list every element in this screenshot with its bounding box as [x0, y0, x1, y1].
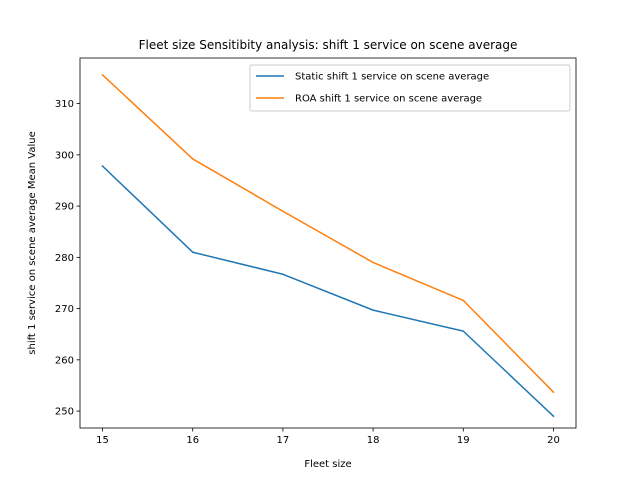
x-tick-label: 17 [277, 435, 290, 446]
x-tick-label: 16 [186, 435, 199, 446]
legend: Static shift 1 service on scene average R… [249, 64, 571, 112]
x-axis: 15 16 17 18 19 20 [96, 428, 560, 446]
x-tick-label: 15 [96, 435, 109, 446]
legend-label-2: ROA shift 1 service on scene average [295, 94, 482, 105]
x-tick-label: 20 [547, 435, 560, 446]
y-tick-label: 290 [55, 202, 74, 213]
data-point [462, 330, 465, 332]
series-line-1 [101, 165, 555, 418]
data-point [101, 165, 104, 167]
chart-title: Fleet size Sensitibity analysis: shift 1… [139, 38, 518, 52]
x-tick-label: 19 [457, 435, 470, 446]
data-point [191, 251, 194, 253]
y-tick-label: 280 [55, 253, 74, 264]
x-tick-label: 18 [367, 435, 380, 446]
plot-area [79, 57, 577, 429]
data-point [191, 158, 194, 160]
x-axis-label: Fleet size [304, 459, 351, 470]
y-axis-label: shift 1 service on scene average Mean Va… [27, 131, 38, 354]
data-point [372, 261, 374, 264]
y-tick-label: 250 [55, 407, 74, 418]
legend-label-1: Static shift 1 service on scene average [295, 72, 489, 83]
y-tick-label: 260 [55, 355, 74, 366]
y-tick-label: 300 [55, 150, 74, 161]
legend-box [249, 64, 571, 112]
y-tick-label: 270 [55, 304, 74, 315]
y-axis: 250 260 270 280 290 300 310 [55, 99, 80, 418]
data-point [282, 273, 284, 276]
data-point [372, 309, 374, 311]
data-point [101, 74, 104, 76]
data-point [552, 415, 555, 417]
data-point [282, 210, 284, 212]
series-layer [101, 73, 555, 418]
data-point [462, 299, 465, 302]
series-line-2 [101, 73, 555, 394]
data-point [552, 391, 555, 393]
y-tick-label: 310 [55, 99, 74, 110]
plot-frame [79, 57, 577, 429]
